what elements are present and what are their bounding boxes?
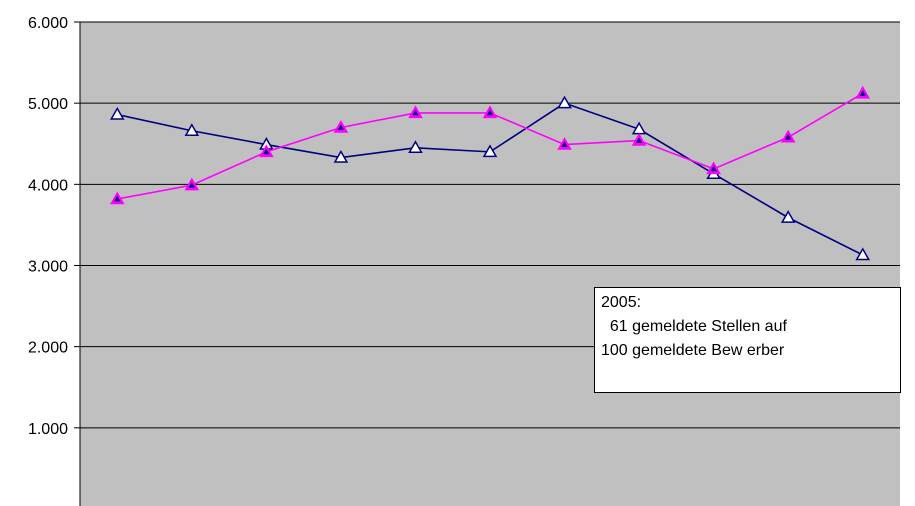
- data-point-center: [188, 181, 196, 188]
- y-tick-label: 6.000: [28, 15, 68, 32]
- data-point: [780, 210, 796, 223]
- data-point: [482, 144, 498, 158]
- y-tick-labels: 1.000 2.000 3.000 4.000 5.000 6.000: [28, 15, 68, 438]
- y-tick-label: 4.000: [28, 177, 68, 194]
- data-point: [109, 107, 125, 120]
- y-tick-label: 2.000: [28, 340, 68, 357]
- data-point-center: [337, 124, 345, 130]
- data-point-center: [263, 148, 270, 155]
- data-point: [184, 123, 200, 137]
- annotation-line: 2005:: [601, 294, 642, 311]
- y-tick-label: 5.000: [28, 96, 68, 113]
- annotation-line: 61 gemeldete Stellen auf: [601, 318, 787, 335]
- data-point-center: [561, 141, 568, 147]
- data-point-center: [710, 165, 717, 172]
- series-group: [109, 85, 871, 261]
- annotation-line: 100 gemeldete Bew erber: [601, 342, 785, 359]
- annotation-box: 2005: 61 gemeldete Stellen auf 100 gemel…: [594, 287, 901, 393]
- data-point-center: [114, 195, 121, 202]
- data-point: [557, 95, 572, 109]
- plot-area: [80, 22, 900, 506]
- series-2: [109, 85, 871, 205]
- y-tick-label: 3.000: [28, 259, 68, 276]
- y-tick-label: 1.000: [28, 421, 68, 438]
- data-point-center: [412, 109, 419, 116]
- data-point-center: [859, 90, 866, 96]
- data-point: [333, 150, 349, 163]
- data-point: [855, 247, 871, 261]
- data-point-center: [784, 134, 792, 140]
- data-point: [408, 140, 423, 154]
- gridlines: [74, 21, 900, 429]
- data-point-center: [635, 137, 643, 143]
- data-point-center: [486, 109, 494, 116]
